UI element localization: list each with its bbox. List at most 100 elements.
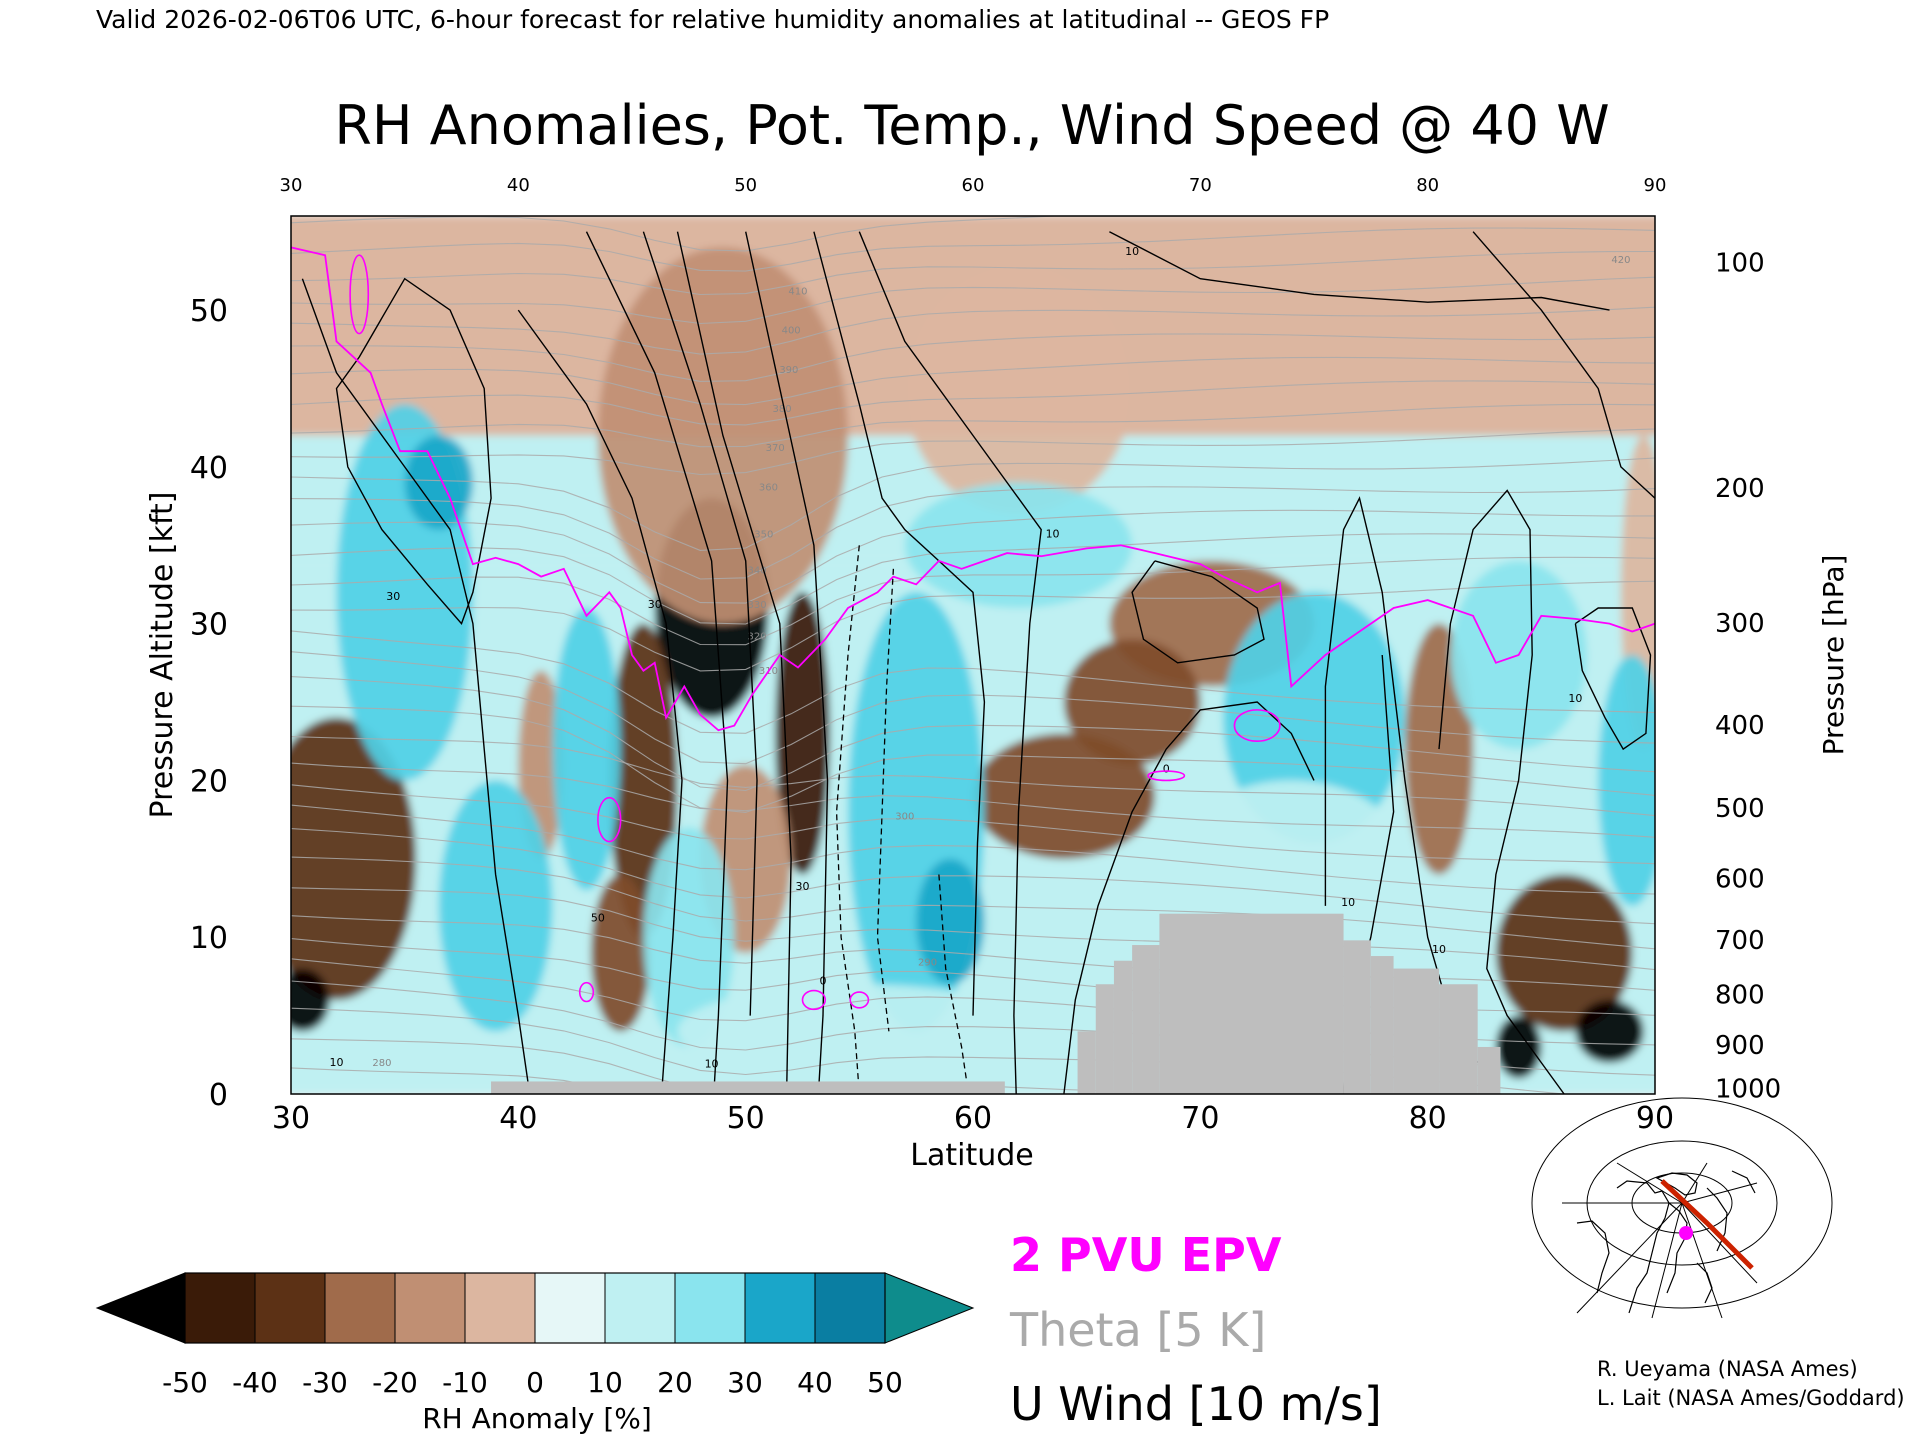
wind-contour-line — [585, 231, 729, 1094]
rh-anomaly-blob — [1223, 592, 1405, 844]
x-tick-label-bottom: 60 — [954, 1101, 992, 1136]
credit-line-2: L. Lait (NASA Ames/Goddard) — [1597, 1386, 1905, 1410]
theta-contour-line — [291, 403, 1655, 448]
colorbar-under-arrow — [95, 1272, 186, 1344]
wind-contour-label: 10 — [1125, 245, 1139, 258]
y-tick-label-left: 20 — [190, 764, 228, 799]
colorbar-tick-label: 50 — [867, 1366, 903, 1399]
theta-contour-line — [291, 676, 1655, 792]
theta-contour-label: 340 — [747, 565, 766, 576]
epv-2pvu-island — [1233, 709, 1281, 743]
terrain-block — [1159, 913, 1344, 1094]
colorbar-swatch — [395, 1273, 465, 1343]
wind-contour-line — [1574, 607, 1652, 751]
pressure-tick-label: 100 — [1715, 248, 1765, 278]
pressure-tick-label: 200 — [1715, 474, 1765, 504]
wind-contour-label: 10 — [1432, 943, 1446, 956]
colorbar-over-arrow — [884, 1272, 975, 1344]
wind-contour-label: 10 — [1341, 896, 1355, 909]
theta-contour-line — [291, 533, 1655, 625]
theta-contour-label: 420 — [1611, 255, 1630, 266]
colorbar-tick-label: -40 — [232, 1366, 278, 1399]
theta-contour-line — [291, 651, 1655, 765]
rh-anomaly-blob — [591, 874, 651, 1032]
epv-2pvu-island — [578, 981, 595, 1003]
x-tick-label-top: 70 — [1189, 175, 1212, 196]
polar-map-icon — [1531, 1097, 1833, 1319]
theta-contours: 2802903003103203303403503603703803904004… — [291, 216, 1655, 1094]
x-axis-bottom: 30 40 50 60 70 80 90 — [272, 1101, 1674, 1136]
y-axis-left: 0 10 20 30 40 50 — [190, 294, 228, 1113]
theta-contour-line — [291, 216, 1065, 252]
terrain-block — [1132, 945, 1160, 1094]
colorbar-swatch — [745, 1273, 815, 1343]
x-axis-top: 30 40 50 60 70 80 90 — [280, 175, 1667, 196]
theta-contour-line — [291, 509, 1655, 604]
theta-contour-line — [291, 784, 1655, 865]
colorbar-tick-label: -50 — [162, 1366, 208, 1399]
theta-contour-label: 380 — [772, 404, 791, 415]
x-tick-label-bottom: 50 — [727, 1101, 765, 1136]
theta-contour-line — [291, 887, 1655, 971]
theta-contour-label: 400 — [782, 326, 801, 337]
x-tick-label-bottom: 90 — [1636, 1101, 1674, 1136]
theta-contour-line — [291, 736, 1655, 817]
rh-anomaly-blob — [1495, 1015, 1542, 1079]
terrain-block — [1393, 968, 1440, 1094]
wind-contour-label: 0 — [819, 974, 826, 987]
colorbar-label: RH Anomaly [%] — [422, 1402, 652, 1435]
colorbar-swatch — [465, 1273, 535, 1343]
chart-title: RH Anomalies, Pot. Temp., Wind Speed @ 4… — [334, 94, 1609, 157]
wind-contour-label: 0 — [1163, 763, 1170, 776]
x-tick-label-top: 80 — [1416, 175, 1439, 196]
colorbar-swatch — [185, 1273, 255, 1343]
pressure-tick-label: 500 — [1715, 794, 1765, 824]
epv-2pvu-contour — [291, 246, 1655, 732]
theta-contour-label: 300 — [895, 812, 914, 823]
y-tick-label-left: 40 — [190, 451, 228, 486]
wind-contour-negative — [876, 568, 895, 1032]
colorbar-tick-label: -20 — [372, 1366, 418, 1399]
rh-anomaly-blob — [1575, 999, 1644, 1063]
theta-contour-line — [291, 1067, 629, 1094]
wind-contour-label: 10 — [705, 1057, 719, 1070]
x-tick-label-top: 30 — [280, 175, 303, 196]
wind-contour-label: 30 — [386, 590, 400, 603]
theta-contour-label: 330 — [747, 600, 766, 611]
theta-contour-line — [291, 276, 1655, 325]
theta-contour-label: 280 — [372, 1058, 391, 1069]
colorbar-swatch — [605, 1273, 675, 1343]
cross-section-track — [1660, 1179, 1754, 1270]
colorbar-tick-label: 10 — [587, 1366, 623, 1399]
colorbar-swatch — [675, 1273, 745, 1343]
theta-contour-line — [291, 356, 1655, 406]
theta-contour-line — [291, 556, 1655, 646]
theta-contour-label: 360 — [759, 482, 778, 493]
theta-contour-line — [291, 333, 1655, 382]
rh-anomaly-blob — [916, 858, 985, 985]
theta-contour-line — [291, 804, 1655, 895]
valid-time-header: Valid 2026-02-06T06 UTC, 6-hour forecast… — [96, 5, 1329, 34]
terrain-block — [1095, 984, 1114, 1094]
wind-contour-line — [335, 277, 492, 625]
wind-contour-line — [1131, 560, 1265, 664]
x-tick-label-top: 50 — [734, 175, 757, 196]
theta-contour-label: 410 — [788, 286, 807, 297]
x-axis-label: Latitude — [910, 1138, 1033, 1173]
pressure-tick-label: 1000 — [1715, 1075, 1781, 1105]
wind-contour-line — [301, 278, 531, 1094]
wind-contour-label: 10 — [1568, 692, 1582, 705]
theta-contour-label: 370 — [766, 443, 785, 454]
plot-area: 2802903003103203303403503603703803904004… — [291, 216, 1655, 1094]
x-tick-label-top: 40 — [507, 175, 530, 196]
pressure-tick-label: 800 — [1715, 981, 1765, 1011]
rh-anomaly-blob — [552, 607, 621, 891]
wind-contour-negative — [938, 874, 970, 1094]
x-tick-label-top: 60 — [962, 175, 985, 196]
wind-contour-line — [517, 309, 683, 1094]
theta-contour-line — [291, 486, 1655, 580]
rh-anomaly-blob — [1177, 780, 1405, 938]
y-axis-label-right: Pressure [hPa] — [1817, 555, 1850, 756]
theta-contour-label: 350 — [754, 529, 773, 540]
